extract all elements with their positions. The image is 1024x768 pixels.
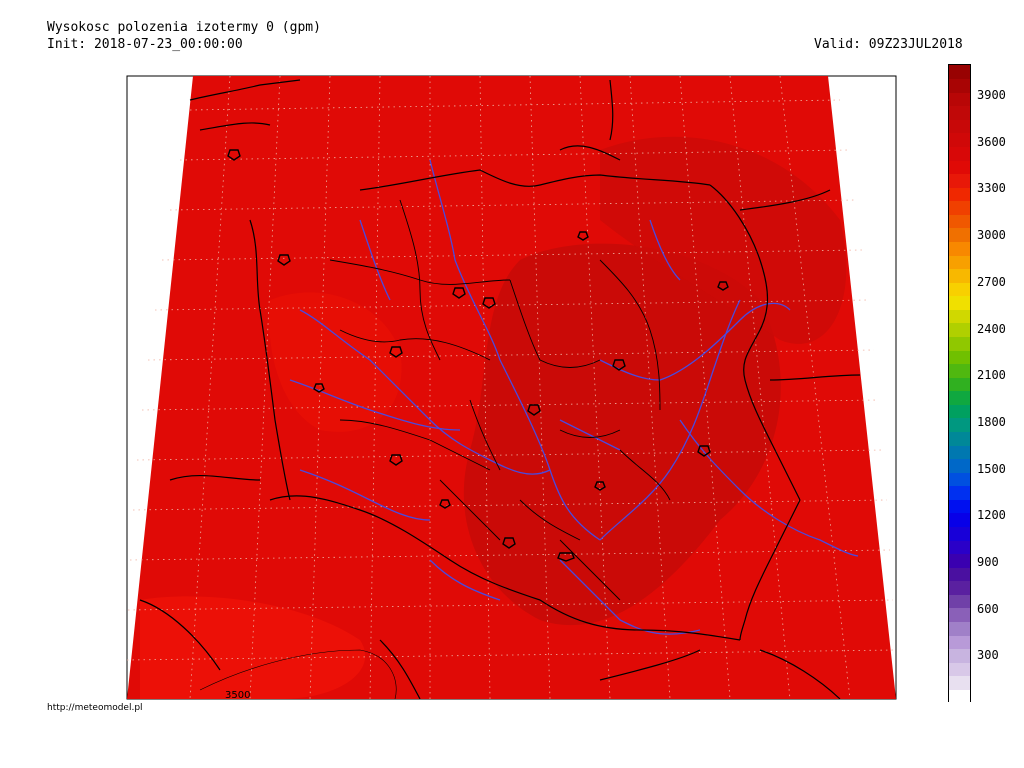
colorbar-tick-label: 3300 (977, 181, 1006, 196)
colorbar-tick-label: 3000 (977, 228, 1006, 243)
colorbar-segment (949, 512, 970, 528)
colorbar-tick-label: 1800 (977, 414, 1006, 429)
colorbar-segment (949, 78, 970, 93)
colorbar-segment (949, 635, 970, 650)
rivers (289, 159, 859, 635)
colorbar-segment (949, 160, 970, 175)
colorbar-segment (949, 445, 970, 460)
lat-lon-grid (126, 75, 896, 700)
colorbar-segment (949, 377, 970, 392)
colorbar-segment (949, 119, 970, 134)
colorbar-segment (949, 146, 970, 161)
colorbar-segment (949, 268, 970, 283)
colorbar-segment (949, 65, 970, 80)
colorbar-segment (949, 214, 970, 229)
colorbar-segment (949, 105, 970, 120)
chart-title: Wysokosc polozenia izotermy 0 (gpm) (47, 20, 321, 35)
borders (139, 79, 861, 700)
colorbar-segment (949, 417, 970, 432)
colorbar-segment (949, 431, 970, 446)
colorbar-segment (949, 580, 970, 595)
colorbar-tick-label: 2100 (977, 368, 1006, 383)
colorbar-segment (949, 132, 970, 147)
colorbar-tick-label: 1200 (977, 508, 1006, 523)
colorbar-segment (949, 309, 970, 324)
colorbar-segment (949, 92, 970, 107)
colorbar-tick-label: 1500 (977, 461, 1006, 476)
cooler-zone-w (269, 292, 402, 432)
colorbar-tick-label: 3600 (977, 134, 1006, 149)
colorbar-segment (949, 499, 970, 514)
colorbar-segment (949, 363, 970, 378)
colorbar-segment (949, 458, 970, 473)
colorbar-segment (949, 322, 970, 337)
colorbar-segment (949, 485, 970, 500)
colorbar-segment (949, 472, 970, 487)
colorbar-segment (949, 567, 970, 582)
colorbar-segment (949, 689, 970, 704)
colorbar-segment (949, 295, 970, 310)
source-link[interactable]: http://meteomodel.pl (47, 703, 143, 713)
warm-zone (463, 243, 781, 626)
colorbar-segment (949, 648, 970, 663)
colorbar-segment (949, 173, 970, 188)
colorbar-segment (949, 227, 970, 242)
contour-label: 3500 (225, 690, 250, 701)
colorbar-tick-label: 2700 (977, 274, 1006, 289)
colorbar-tick-label: 900 (977, 554, 999, 569)
colorbar-tick-label: 300 (977, 648, 999, 663)
colorbar-segment (949, 594, 970, 609)
colorbar-segment (949, 241, 970, 256)
colorbar-segment (949, 336, 970, 351)
colorbar-segment (949, 540, 970, 555)
colorbar-segment (949, 621, 970, 636)
voivodeship-borders (329, 199, 671, 601)
colorbar-segment (949, 390, 970, 405)
colorbar-segment (949, 350, 970, 365)
colorbar-segment (949, 662, 970, 677)
colorbar-segment (949, 404, 970, 419)
colorbar-segment (949, 553, 970, 568)
colorbar-segment (949, 607, 970, 623)
valid-time: Valid: 09Z23JUL2018 (814, 37, 963, 52)
colorbar-segment (949, 282, 970, 297)
colorbar-segment (949, 200, 970, 215)
colorbar-segment (949, 675, 970, 690)
colorbar-segment (949, 526, 970, 541)
cities (227, 149, 729, 562)
warm-zone-ne (600, 136, 847, 344)
colorbar (948, 64, 971, 704)
contour-3500 (199, 649, 397, 700)
colorbar-tick-label: 600 (977, 601, 999, 616)
colorbar-ticks: 3900 3600 3300 3000 2700 2400 2100 1800 1500 1200… (977, 64, 1022, 702)
colorbar-segment (949, 255, 970, 270)
init-time: Init: 2018-07-23_00:00:00 (47, 37, 243, 52)
colorbar-segment (949, 187, 970, 202)
colorbar-tick-label: 3900 (977, 88, 1006, 103)
colorbar-tick-label: 2400 (977, 321, 1006, 336)
